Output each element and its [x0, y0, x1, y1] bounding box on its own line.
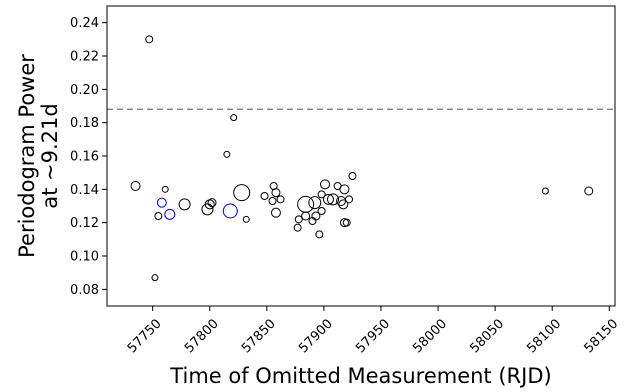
x-tick-label: 58150: [581, 316, 621, 356]
data-point: [161, 185, 169, 193]
data-point: [311, 211, 321, 221]
y-tick-label: 0.10: [70, 250, 99, 265]
data-point-highlighted: [156, 197, 167, 208]
data-point: [345, 195, 354, 204]
data-point: [233, 184, 251, 202]
y-tick-label: 0.16: [70, 150, 99, 165]
y-tick-label: 0.14: [70, 183, 99, 198]
data-point: [342, 218, 351, 227]
data-point: [320, 179, 331, 190]
data-point: [338, 199, 349, 210]
y-tick-label: 0.22: [70, 50, 99, 65]
data-point: [315, 230, 324, 239]
x-axis-title: Time of Omitted Measurement (RJD): [169, 364, 551, 388]
data-point: [145, 35, 154, 44]
data-point-highlighted: [164, 208, 176, 220]
y-axis-title: Periodogram Power at ~9.21d: [15, 54, 62, 258]
x-tick-label: 58000: [410, 316, 450, 356]
y-axis-title-line-1: Periodogram Power: [15, 54, 39, 258]
x-tick-label: 57850: [239, 316, 279, 356]
x-tick-label: 57800: [182, 316, 222, 356]
data-point: [223, 150, 231, 158]
data-point: [293, 223, 302, 232]
data-point: [339, 218, 349, 228]
data-point: [154, 212, 163, 220]
data-point: [230, 114, 238, 122]
data-point: [151, 274, 159, 282]
data-point: [584, 186, 594, 196]
data-point: [242, 215, 250, 223]
x-tick-label: 58100: [524, 316, 564, 356]
data-point: [207, 198, 217, 208]
data-point: [327, 193, 340, 206]
data-point: [322, 193, 334, 205]
y-axis-title-line-2: at ~9.21d: [38, 103, 62, 208]
data-point: [541, 187, 549, 195]
data-point: [201, 203, 214, 216]
data-point: [270, 207, 281, 218]
y-tick-label: 0.18: [70, 116, 99, 131]
data-point: [178, 198, 191, 211]
data-point: [348, 172, 357, 180]
data-point: [317, 190, 326, 199]
y-tick-label: 0.24: [70, 16, 99, 31]
data-point: [268, 197, 277, 205]
data-point: [308, 196, 322, 210]
data-point: [130, 181, 141, 191]
y-tick-label: 0.12: [70, 216, 99, 231]
plot-frame: [106, 5, 616, 307]
data-point: [276, 195, 285, 204]
data-point: [301, 211, 311, 221]
data-point: [204, 199, 215, 210]
x-axis: 57750 57800 57850 57900 57950 58000 58050 58100…: [125, 306, 621, 356]
data-point: [317, 207, 326, 215]
x-tick-label: 58050: [467, 316, 507, 356]
gridless-plot-area: [106, 5, 616, 307]
y-tick-label: 0.08: [70, 283, 99, 298]
y-tick-label: 0.20: [70, 83, 99, 98]
data-point: [297, 195, 315, 213]
data-points: [130, 35, 594, 282]
data-point: [271, 188, 281, 198]
data-point: [339, 184, 350, 195]
data-point: [260, 192, 269, 200]
y-axis: 0.08 0.10 0.12 0.14 0.16 0.18 0.20 0.22 0.24: [70, 16, 107, 298]
data-point-highlighted: [222, 203, 238, 219]
x-tick-label: 57950: [353, 316, 393, 356]
x-tick-label: 57750: [125, 316, 165, 356]
data-point: [294, 215, 303, 224]
x-tick-label: 57900: [296, 316, 336, 356]
